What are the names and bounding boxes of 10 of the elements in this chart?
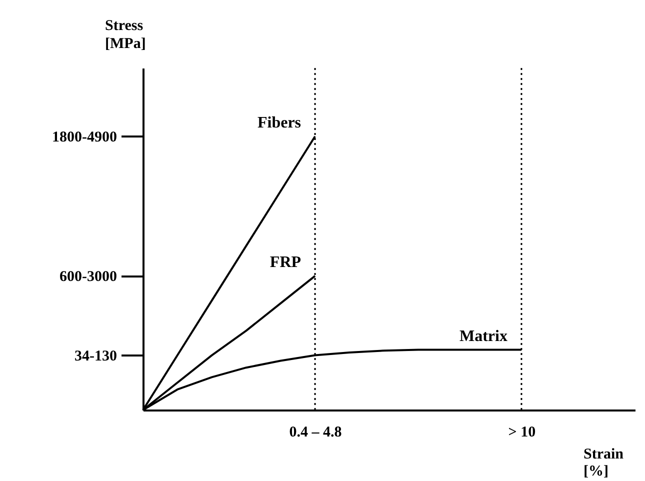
text: 600-3000 — [60, 268, 117, 285]
text: 1800-4900 — [52, 129, 117, 146]
text: Stress [MPa] — [105, 18, 146, 52]
series-label: Matrix — [459, 328, 508, 345]
series-label: FRP — [270, 254, 302, 271]
series-label: Fibers — [257, 114, 302, 132]
x-tick-label: 0.4 – 4.8 — [289, 424, 342, 440]
x-tick-label: > 10 — [508, 424, 536, 440]
x-axis-title: Strain [%] — [584, 446, 624, 480]
text: 34-130 — [74, 348, 117, 364]
